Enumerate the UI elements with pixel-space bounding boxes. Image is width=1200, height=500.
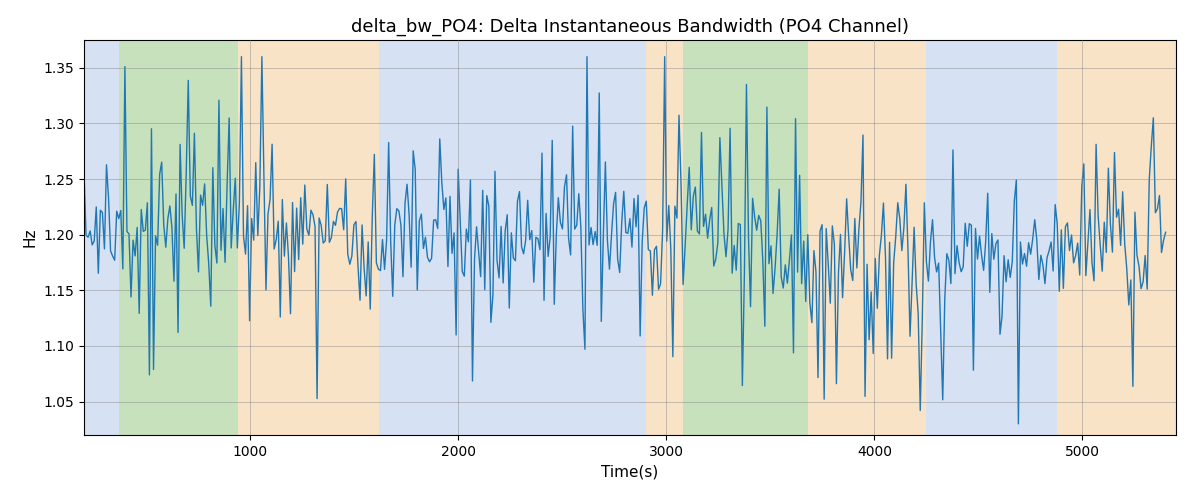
Bar (926, 40, 1057, 435)
X-axis label: Time(s): Time(s) (601, 464, 659, 479)
Bar (1057, 40, 1176, 435)
Y-axis label: Hz: Hz (23, 228, 38, 247)
Bar (119, 40, 238, 435)
Title: delta_bw_PO4: Delta Instantaneous Bandwidth (PO4 Channel): delta_bw_PO4: Delta Instantaneous Bandwi… (352, 18, 910, 36)
Bar (238, 40, 379, 435)
Bar (84, 40, 119, 435)
Bar (646, 40, 683, 435)
Bar (683, 40, 808, 435)
Bar (808, 40, 926, 435)
Bar (379, 40, 646, 435)
